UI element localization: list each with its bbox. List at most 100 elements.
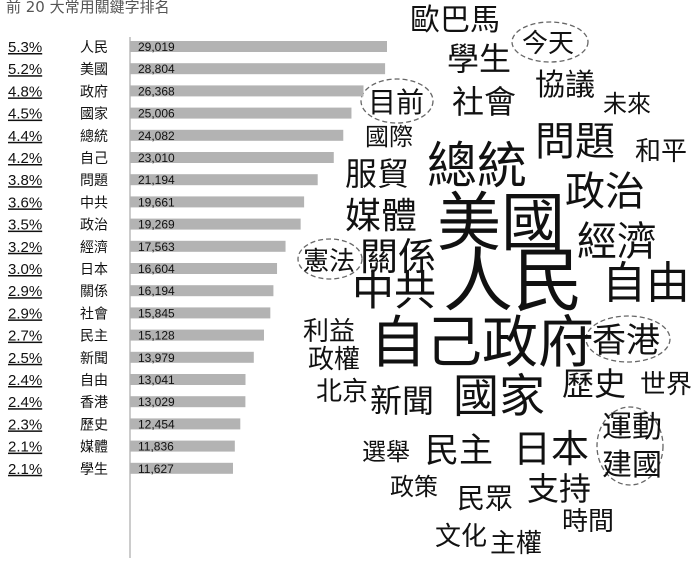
category-label: 社會 bbox=[80, 306, 108, 322]
bar bbox=[130, 218, 301, 230]
value-label: 23,010 bbox=[138, 151, 175, 165]
bar bbox=[130, 196, 305, 208]
cloud-word: 歐巴馬 bbox=[410, 3, 500, 38]
bar bbox=[130, 374, 246, 385]
cloud-word: 關係 bbox=[360, 235, 436, 279]
cloud-word: 運動 bbox=[602, 410, 662, 445]
bar bbox=[130, 329, 264, 341]
value-label: 21,194 bbox=[138, 173, 175, 187]
cloud-word: 新聞 bbox=[370, 382, 434, 420]
cloud-word: 時間 bbox=[562, 507, 614, 537]
cloud-word: 今天 bbox=[522, 29, 574, 59]
cloud-word: 協議 bbox=[535, 68, 595, 103]
bar bbox=[130, 462, 233, 474]
value-label: 12,454 bbox=[138, 417, 175, 431]
value-label: 29,019 bbox=[138, 40, 175, 54]
circle bbox=[297, 238, 363, 280]
category-label: 學生 bbox=[80, 462, 108, 478]
category-label: 日本 bbox=[80, 262, 108, 278]
cloud-word: 國家 bbox=[453, 369, 545, 423]
cloud-word: 學生 bbox=[447, 40, 511, 78]
category-label: 香港 bbox=[80, 395, 108, 411]
circle bbox=[585, 315, 671, 363]
cloud-word: 憲法 bbox=[303, 247, 355, 277]
share-label: 3.8% bbox=[8, 172, 42, 189]
value-label: 11,836 bbox=[138, 440, 174, 454]
category-label: 自由 bbox=[80, 373, 108, 389]
value-label: 26,368 bbox=[138, 84, 175, 98]
bar bbox=[130, 307, 271, 319]
cloud-word: 主權 bbox=[490, 529, 542, 558]
cloud-word: 香港 bbox=[592, 321, 660, 361]
cloud-word: 中共 bbox=[352, 266, 436, 315]
share-label: 3.6% bbox=[8, 194, 42, 211]
cloud-word: 歷史 bbox=[562, 365, 626, 403]
cloud-word: 自己政府 bbox=[370, 311, 594, 376]
value-label: 16,194 bbox=[138, 284, 175, 298]
cloud-word: 日本 bbox=[513, 427, 589, 471]
share-label: 2.3% bbox=[8, 416, 42, 433]
share-label: 3.0% bbox=[8, 261, 42, 278]
bar bbox=[130, 85, 364, 97]
share-label: 4.8% bbox=[8, 83, 42, 100]
cloud-word: 總統 bbox=[427, 137, 527, 195]
bar bbox=[130, 396, 246, 408]
cloud-word: 支持 bbox=[527, 470, 591, 508]
cloud-word: 利益 bbox=[303, 317, 355, 347]
cloud-word: 選舉 bbox=[362, 438, 410, 466]
share-label: 4.2% bbox=[8, 150, 42, 167]
circle bbox=[596, 406, 664, 486]
share-label: 2.5% bbox=[8, 350, 42, 367]
value-label: 16,604 bbox=[138, 262, 175, 276]
bar bbox=[130, 107, 352, 119]
value-label: 13,979 bbox=[138, 351, 175, 365]
circle bbox=[360, 78, 434, 124]
cloud-word: 政治 bbox=[565, 169, 645, 215]
cloud-word: 媒體 bbox=[345, 196, 417, 237]
cloud-word: 人民 bbox=[443, 240, 583, 322]
cloud-word: 經濟 bbox=[577, 219, 657, 265]
category-label: 歷史 bbox=[80, 417, 108, 433]
cloud-word: 和平 bbox=[635, 137, 687, 167]
share-label: 2.4% bbox=[8, 394, 42, 411]
cloud-word: 目前 bbox=[368, 86, 424, 119]
bar bbox=[130, 240, 286, 252]
cloud-word: 問題 bbox=[535, 119, 615, 165]
bar bbox=[130, 174, 318, 186]
category-label: 總統 bbox=[80, 128, 108, 145]
bar bbox=[130, 129, 344, 141]
cloud-word: 民主 bbox=[425, 431, 493, 471]
category-label: 政治 bbox=[80, 218, 108, 234]
share-label: 4.5% bbox=[8, 106, 42, 123]
value-label: 17,563 bbox=[138, 240, 175, 254]
share-label: 2.9% bbox=[8, 283, 42, 300]
share-label: 4.4% bbox=[8, 128, 42, 145]
circles bbox=[297, 21, 671, 486]
value-label: 13,029 bbox=[138, 395, 175, 409]
share-label: 3.2% bbox=[8, 239, 42, 256]
value-label: 19,269 bbox=[138, 218, 175, 232]
value-label: 24,082 bbox=[138, 129, 175, 143]
cloud-word: 社會 bbox=[452, 83, 516, 121]
category-label: 美國 bbox=[80, 62, 108, 78]
value-label: 19,661 bbox=[138, 195, 175, 209]
category-label: 民主 bbox=[80, 329, 108, 345]
share-label: 2.4% bbox=[8, 372, 42, 389]
bar bbox=[130, 285, 274, 297]
category-label: 中共 bbox=[80, 195, 108, 211]
cloud-word: 文化 bbox=[435, 522, 487, 552]
bar bbox=[130, 263, 278, 274]
category-label: 新聞 bbox=[80, 351, 108, 367]
cloud-word: 未來 bbox=[603, 90, 651, 118]
bar bbox=[130, 440, 235, 452]
bar bbox=[130, 152, 334, 163]
category-label: 關係 bbox=[80, 284, 108, 300]
category-label: 國家 bbox=[80, 106, 108, 123]
cloud-word: 服貿 bbox=[345, 155, 409, 193]
value-label: 15,845 bbox=[138, 306, 175, 320]
category-label: 自己 bbox=[80, 151, 108, 167]
share-label: 2.7% bbox=[8, 328, 42, 345]
cloud-word: 政權 bbox=[308, 345, 360, 375]
category-label: 媒體 bbox=[80, 440, 108, 456]
